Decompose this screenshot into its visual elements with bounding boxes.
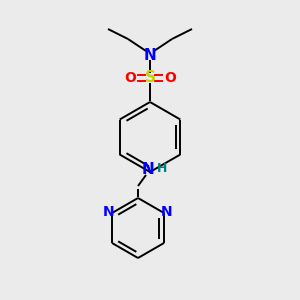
Text: N: N [161,205,173,219]
Text: O: O [124,71,136,85]
Text: S: S [145,70,155,86]
Text: H: H [157,161,167,175]
Text: N: N [103,205,115,219]
Text: N: N [144,47,156,62]
Text: N: N [142,163,154,178]
Text: O: O [164,71,176,85]
